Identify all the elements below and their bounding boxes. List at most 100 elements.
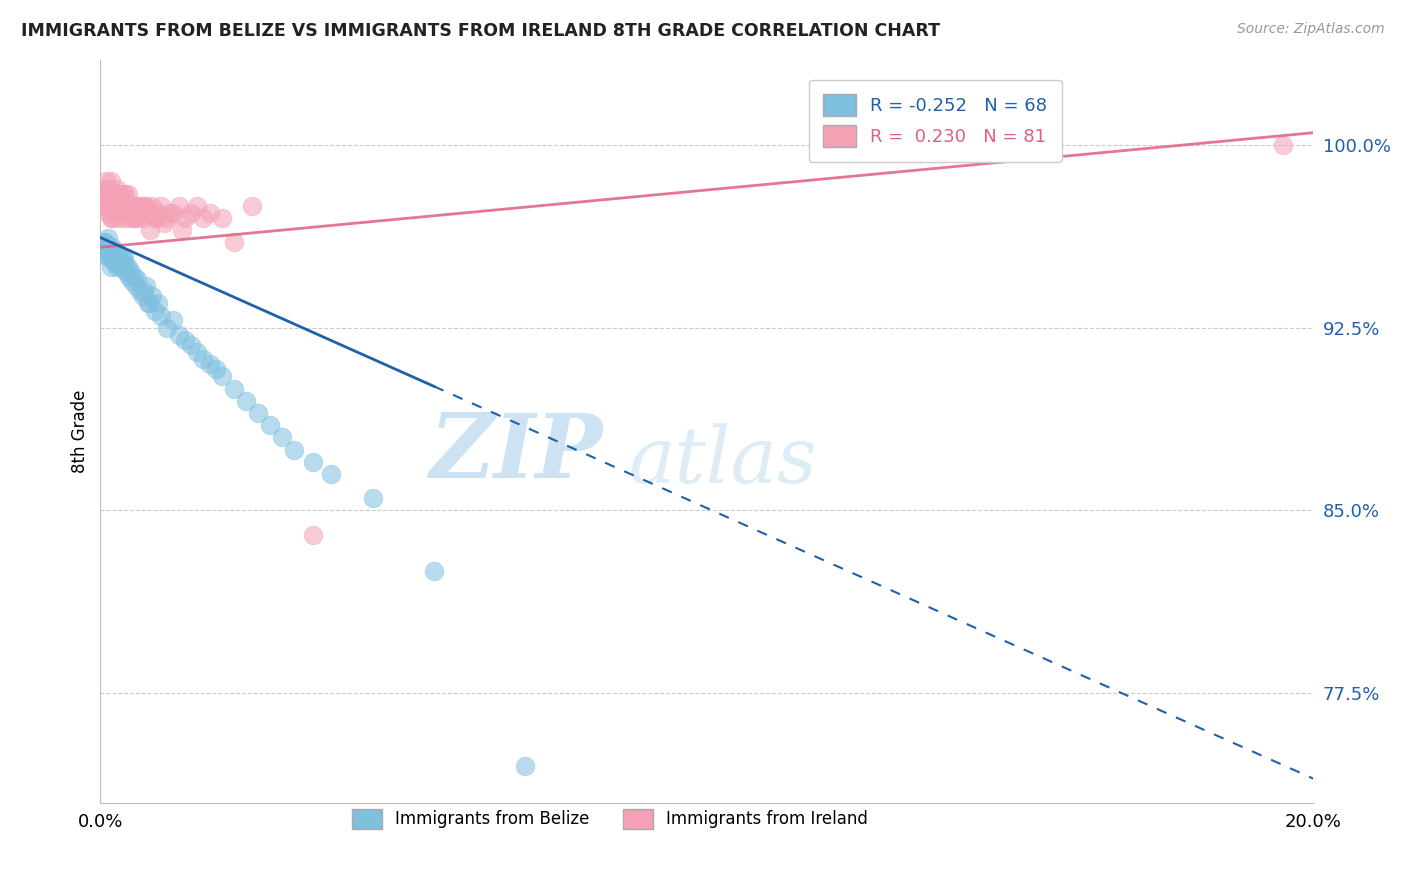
Point [150, 199, 173, 213]
Point [121, 199, 143, 213]
Point [172, 223, 194, 237]
Point [114, 199, 136, 213]
Point [361, 491, 384, 506]
Point [100, 174, 122, 188]
Point [124, 199, 146, 213]
Point [110, 192, 132, 206]
Point [97, 250, 120, 264]
Point [108, 247, 131, 261]
Point [108, 255, 131, 269]
Point [107, 199, 129, 213]
Point [120, 206, 142, 220]
Point [247, 406, 270, 420]
Point [118, 269, 141, 284]
Point [103, 199, 125, 213]
Y-axis label: 8th Grade: 8th Grade [72, 390, 89, 473]
Point [118, 199, 141, 213]
Point [193, 211, 215, 225]
Point [111, 186, 134, 201]
Point [122, 269, 145, 284]
Point [301, 528, 323, 542]
Point [135, 279, 157, 293]
Point [122, 211, 145, 225]
Point [101, 243, 124, 257]
Point [107, 199, 129, 213]
Point [125, 272, 148, 286]
Point [121, 274, 143, 288]
Point [136, 296, 159, 310]
Point [107, 250, 129, 264]
Point [101, 186, 124, 201]
Point [98, 199, 121, 213]
Point [101, 211, 124, 225]
Point [94, 192, 117, 206]
Point [117, 186, 139, 201]
Point [124, 206, 146, 220]
Point [159, 206, 181, 220]
Point [132, 289, 155, 303]
Point [96, 174, 118, 188]
Point [135, 199, 157, 213]
Point [235, 393, 257, 408]
Point [100, 260, 122, 274]
Point [132, 199, 155, 213]
Point [112, 252, 135, 267]
Point [96, 199, 118, 213]
Text: atlas: atlas [628, 423, 817, 500]
Point [146, 206, 169, 220]
Point [117, 260, 139, 274]
Point [118, 199, 141, 213]
Point [211, 211, 233, 225]
Point [96, 240, 118, 254]
Point [93, 182, 115, 196]
Point [94, 186, 117, 201]
Point [167, 199, 190, 213]
Text: ZIP: ZIP [430, 410, 603, 497]
Point [108, 186, 131, 201]
Point [174, 333, 197, 347]
Point [139, 223, 162, 237]
Point [105, 257, 128, 271]
Point [127, 199, 149, 213]
Point [93, 247, 115, 261]
Point [132, 284, 155, 298]
Point [112, 250, 135, 264]
Point [104, 206, 127, 220]
Point [100, 245, 122, 260]
Point [107, 252, 129, 267]
Point [105, 260, 128, 274]
Point [105, 211, 128, 225]
Point [93, 186, 115, 201]
Point [128, 284, 150, 298]
Point [110, 255, 132, 269]
Point [112, 211, 135, 225]
Point [162, 206, 184, 220]
Legend: Immigrants from Belize, Immigrants from Ireland: Immigrants from Belize, Immigrants from … [344, 802, 875, 836]
Point [94, 235, 117, 250]
Point [110, 199, 132, 213]
Point [108, 206, 131, 220]
Point [96, 237, 118, 252]
Point [110, 192, 132, 206]
Point [193, 352, 215, 367]
Point [104, 245, 127, 260]
Point [93, 192, 115, 206]
Point [211, 369, 233, 384]
Point [156, 320, 179, 334]
Point [1271, 137, 1294, 152]
Point [97, 230, 120, 244]
Point [112, 199, 135, 213]
Point [125, 211, 148, 225]
Point [101, 240, 124, 254]
Point [198, 206, 221, 220]
Point [115, 199, 138, 213]
Point [97, 186, 120, 201]
Point [138, 206, 160, 220]
Point [319, 467, 342, 481]
Point [283, 442, 305, 457]
Point [111, 260, 134, 274]
Point [101, 186, 124, 201]
Point [117, 211, 139, 225]
Point [114, 265, 136, 279]
Point [513, 759, 536, 773]
